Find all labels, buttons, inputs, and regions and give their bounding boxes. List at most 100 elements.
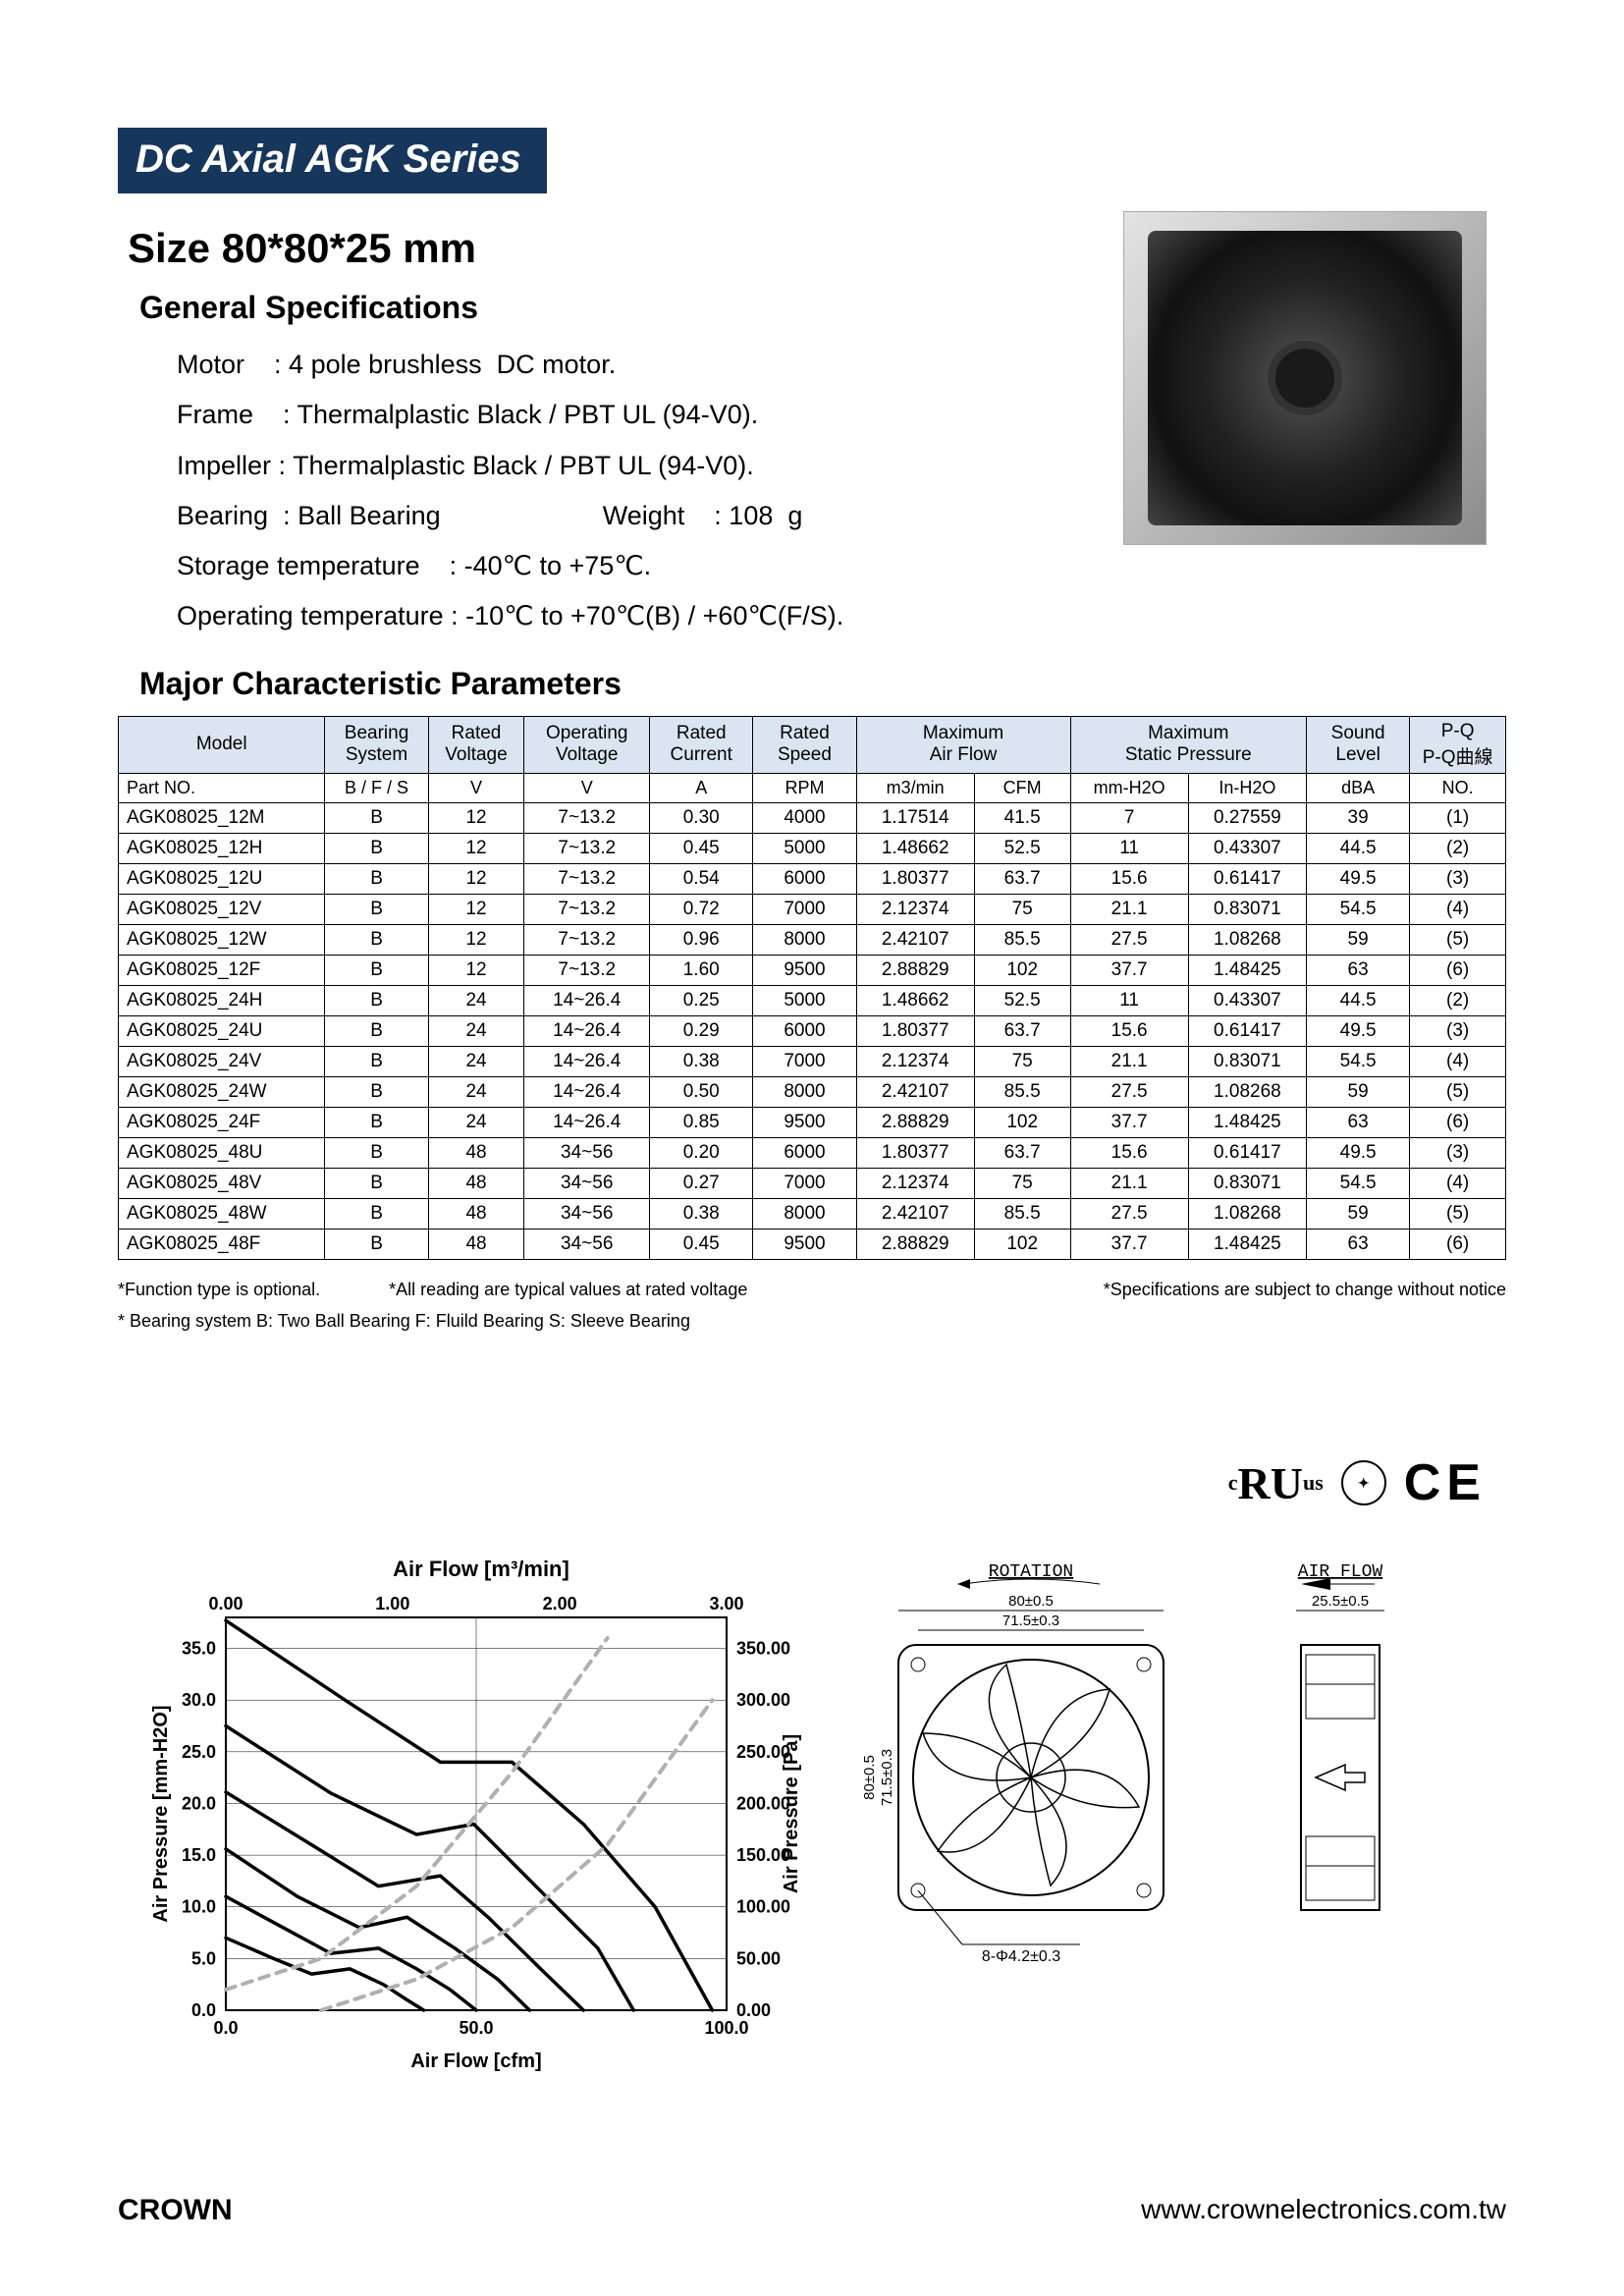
table-cell: 37.7 [1070,955,1188,985]
table-cell: 1.17514 [856,802,974,833]
impeller-label: Impeller [177,451,271,480]
table-cell: 0.43307 [1188,985,1306,1015]
table-cell: 37.7 [1070,1229,1188,1259]
u-v1: V [428,773,524,802]
table-cell: 0.45 [650,833,753,863]
svg-text:Air Pressure [Pa]: Air Pressure [Pa] [781,1734,802,1893]
table-cell: 59 [1307,1198,1410,1229]
table-row: AGK08025_12WB127~13.20.9680002.4210785.5… [119,924,1506,955]
table-cell: AGK08025_48W [119,1198,325,1229]
table-cell: 39 [1307,802,1410,833]
table-cell: 27.5 [1070,924,1188,955]
table-cell: AGK08025_48U [119,1137,325,1168]
table-cell: 12 [428,802,524,833]
svg-text:20.0: 20.0 [182,1793,216,1813]
series-title-bar: DC Axial AGK Series [118,128,547,193]
table-cell: (6) [1410,1229,1506,1259]
svg-text:25.0: 25.0 [182,1742,216,1762]
th-model: Model [119,716,325,773]
side-view-svg: AIR FLOW 25.5±0.5 [1247,1557,1434,2028]
table-cell: 37.7 [1070,1107,1188,1137]
table-cell: 2.12374 [856,1168,974,1198]
table-cell: (6) [1410,1107,1506,1137]
table-cell: B [325,1015,428,1046]
table-cell: 75 [974,894,1070,924]
table-cell: 24 [428,1046,524,1076]
th-sound: SoundLevel [1307,716,1410,773]
table-cell: 52.5 [974,985,1070,1015]
table-cell: 0.38 [650,1046,753,1076]
bottom-figures-row: Air Flow [m³/min] 35.0350.0030.0300.0025… [147,1557,1487,2084]
table-cell: 0.27559 [1188,802,1306,833]
table-cell: 85.5 [974,1198,1070,1229]
table-cell: (4) [1410,1168,1506,1198]
table-cell: 27.5 [1070,1198,1188,1229]
table-cell: 7000 [753,1168,856,1198]
table-cell: 12 [428,863,524,894]
table-cell: 5000 [753,833,856,863]
table-cell: 7~13.2 [524,894,650,924]
table-cell: 63 [1307,1107,1410,1137]
table-cell: 1.48662 [856,833,974,863]
th-op-v: OperatingVoltage [524,716,650,773]
table-cell: 9500 [753,1229,856,1259]
table-cell: (5) [1410,1198,1506,1229]
svg-text:2.00: 2.00 [543,1594,577,1613]
website-url: www.crownelectronics.com.tw [1141,2194,1506,2227]
table-cell: (5) [1410,924,1506,955]
u-dba: dBA [1307,773,1410,802]
table-cell: 0.30 [650,802,753,833]
svg-text:30.0: 30.0 [182,1690,216,1710]
table-cell: 102 [974,955,1070,985]
table-cell: 7~13.2 [524,924,650,955]
table-cell: 54.5 [1307,894,1410,924]
brand-name: CROWN [118,2194,233,2227]
svg-text:Air Flow [cfm]: Air Flow [cfm] [410,2050,541,2072]
table-row: AGK08025_24HB2414~26.40.2550001.4866252.… [119,985,1506,1015]
table-cell: B [325,1107,428,1137]
table-cell: AGK08025_12H [119,833,325,863]
table-cell: 1.80377 [856,1015,974,1046]
table-cell: B [325,924,428,955]
table-cell: 9500 [753,955,856,985]
table-cell: 48 [428,1168,524,1198]
storage-value: -40℃ to +75℃. [464,551,652,580]
table-header-row: Model BearingSystem RatedVoltage Operati… [119,716,1506,773]
table-cell: 1.08268 [1188,924,1306,955]
table-cell: 0.38 [650,1198,753,1229]
svg-text:0.00: 0.00 [736,2000,771,2020]
table-cell: 15.6 [1070,1015,1188,1046]
footnote-2: *All reading are typical values at rated… [389,1274,747,1305]
table-cell: 21.1 [1070,894,1188,924]
table-cell: 12 [428,955,524,985]
table-row: AGK08025_48UB4834~560.2060001.8037763.71… [119,1137,1506,1168]
table-row: AGK08025_48FB4834~560.4595002.8882910237… [119,1229,1506,1259]
table-cell: 9500 [753,1107,856,1137]
table-cell: 21.1 [1070,1046,1188,1076]
table-cell: 49.5 [1307,863,1410,894]
svg-text:1.00: 1.00 [375,1594,409,1613]
table-row: AGK08025_12VB127~13.20.7270002.123747521… [119,894,1506,924]
table-cell: 2.42107 [856,1076,974,1107]
table-cell: 2.42107 [856,1198,974,1229]
table-cell: (3) [1410,1015,1506,1046]
table-cell: 34~56 [524,1168,650,1198]
table-cell: 7000 [753,1046,856,1076]
table-cell: B [325,1046,428,1076]
front-view-svg: ROTATION 80±0.5 71.5±0.3 [844,1557,1218,2028]
dim-hole: 8-Φ4.2±0.3 [982,1948,1060,1965]
table-cell: AGK08025_12V [119,894,325,924]
th-rated-c: RatedCurrent [650,716,753,773]
table-cell: 6000 [753,863,856,894]
table-cell: B [325,1137,428,1168]
table-cell: 85.5 [974,1076,1070,1107]
table-cell: 12 [428,833,524,863]
table-row: AGK08025_12UB127~13.20.5460001.8037763.7… [119,863,1506,894]
ul-logo-icon: cRUus [1228,1457,1324,1509]
storage-label: Storage temperature [177,551,420,580]
svg-text:50.0: 50.0 [459,2018,493,2038]
table-units-row: Part NO. B / F / S V V A RPM m3/min CFM … [119,773,1506,802]
svg-text:300.00: 300.00 [736,1690,790,1710]
table-row: AGK08025_24WB2414~26.40.5080002.4210785.… [119,1076,1506,1107]
table-cell: 8000 [753,1076,856,1107]
